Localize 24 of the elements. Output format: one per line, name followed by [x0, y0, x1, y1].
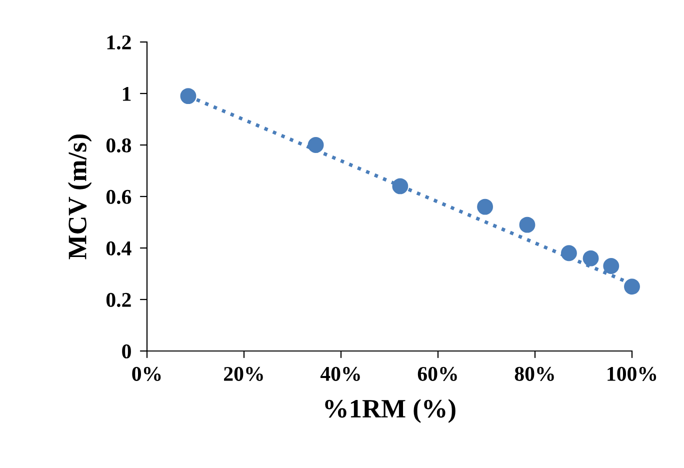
point — [392, 178, 408, 194]
y-tick-label: 0.6 — [106, 190, 132, 204]
point — [519, 216, 536, 233]
x-axis-title: %1RM (%) — [325, 399, 456, 423]
x-tick-label: 100% — [608, 366, 656, 382]
y-tick-label: 0 — [122, 344, 131, 358]
y-axis-title: MCV (m/s) — [68, 134, 92, 260]
y-tick-label: 0.8 — [106, 138, 132, 153]
point — [477, 198, 494, 215]
x-tick-label: 80% — [514, 366, 554, 382]
point — [582, 250, 599, 266]
y-tick-label: 0.4 — [106, 241, 132, 256]
point — [560, 245, 577, 262]
point — [308, 137, 324, 153]
x-tick-label: 20% — [224, 366, 263, 382]
y-tick-label: 1.2 — [107, 35, 131, 50]
x-tick-label: 0% — [132, 366, 161, 382]
y-tick-label: 1 — [122, 86, 131, 101]
x-tick-label: 40% — [320, 366, 360, 382]
x-tick-label: 60% — [418, 366, 457, 382]
point — [624, 278, 640, 295]
point — [180, 88, 196, 104]
y-tick-label: 0.2 — [106, 292, 131, 308]
point — [603, 258, 620, 274]
